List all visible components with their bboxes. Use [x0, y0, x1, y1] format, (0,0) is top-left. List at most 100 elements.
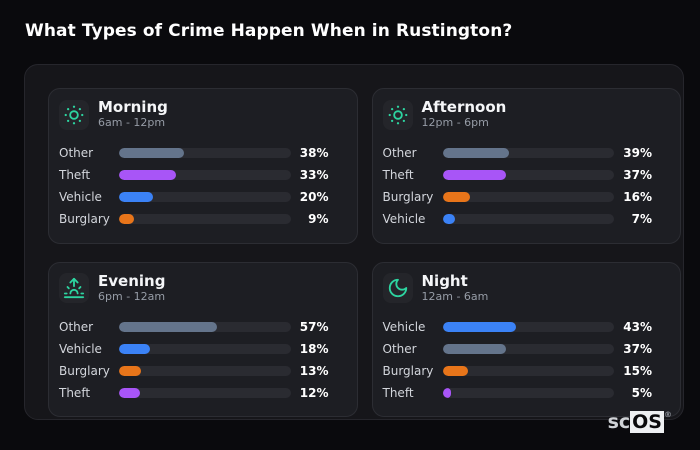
bar-track [119, 365, 291, 376]
category-label: Theft [382, 385, 414, 400]
sun-icon [59, 100, 89, 130]
bar-row: Burglary 13% [59, 360, 329, 382]
bar-row: Theft 33% [59, 164, 329, 186]
value-label: 37% [623, 341, 652, 356]
bar-row: Burglary 16% [383, 186, 653, 208]
value-label: 33% [299, 168, 329, 182]
bar-row: Vehicle 20% [59, 186, 329, 208]
panel-header: Night 12am - 6am [383, 271, 653, 304]
moon-icon [383, 273, 413, 303]
page-title: What Types of Crime Happen When in Rusti… [25, 21, 513, 41]
bar-row: Theft 12% [59, 382, 329, 404]
category-label: Burglary [59, 363, 110, 378]
bar-track [442, 170, 614, 180]
bar-fill [442, 148, 510, 158]
bar-fill [119, 343, 150, 354]
bar-fill [442, 321, 517, 332]
bar-track [119, 148, 291, 158]
registered-trademark-symbol: ® [664, 410, 672, 419]
bar-track [442, 321, 614, 332]
bar-fill [119, 214, 135, 224]
bar-row: Theft 5% [383, 382, 653, 404]
bar-row: Burglary 15% [383, 360, 653, 382]
panel-title: Evening [98, 271, 166, 290]
bar-fill [442, 214, 455, 224]
bar-fill [442, 192, 470, 202]
panel-title: Morning [98, 98, 168, 116]
bar-fill [119, 192, 154, 202]
time-panels-board: Morning 6am - 12pm Other 38% Theft 33% V… [24, 64, 684, 420]
panel-afternoon: Afternoon 12pm - 6pm Other 39% Theft 37%… [371, 88, 681, 244]
category-label: Other [382, 146, 417, 160]
bar-chart: Other 57% Vehicle 18% Burglary 13% Theft [59, 316, 329, 404]
value-label: 37% [623, 168, 652, 182]
panel-night: Night 12am - 6am Vehicle 43% Other 37% B… [371, 261, 681, 417]
value-label: 9% [308, 212, 329, 226]
value-label: 57% [299, 319, 329, 334]
category-label: Vehicle [59, 341, 102, 356]
bar-track [119, 214, 291, 224]
bar-row: Vehicle 18% [59, 338, 329, 360]
panel-header: Morning 6am - 12pm [59, 99, 329, 130]
logo-text-sc: sc [607, 411, 631, 433]
value-label: 38% [299, 146, 329, 160]
bar-fill [119, 321, 217, 332]
panel-title: Night [421, 271, 468, 290]
bar-row: Other 57% [59, 316, 329, 338]
scos-logo: sc OS ® [608, 410, 672, 434]
category-label: Vehicle [382, 319, 426, 334]
panel-subtitle: 12pm - 6pm [421, 116, 489, 129]
logo-text-os: OS [630, 411, 664, 433]
bar-track [119, 192, 291, 202]
bar-chart: Other 39% Theft 37% Burglary 16% Vehicle [383, 142, 653, 230]
value-label: 16% [623, 190, 652, 204]
bar-row: Vehicle 43% [383, 316, 653, 338]
value-label: 5% [631, 385, 652, 400]
bar-row: Other 37% [383, 338, 653, 360]
bar-track [442, 365, 614, 376]
bar-row: Burglary 9% [59, 208, 329, 230]
bar-track [442, 214, 614, 224]
panel-header: Afternoon 12pm - 6pm [383, 99, 653, 130]
bar-track [119, 387, 291, 398]
category-label: Burglary [382, 190, 434, 204]
bar-row: Vehicle 7% [383, 208, 653, 230]
bar-track [442, 387, 614, 398]
panel-morning: Morning 6am - 12pm Other 38% Theft 33% V… [48, 88, 358, 244]
panel-title: Afternoon [421, 98, 507, 116]
category-label: Burglary [59, 212, 110, 226]
bar-track [442, 192, 614, 202]
bar-chart: Other 38% Theft 33% Vehicle 20% Burglary [59, 142, 329, 230]
value-label: 18% [299, 341, 329, 356]
category-label: Theft [59, 168, 91, 182]
category-label: Vehicle [382, 212, 426, 226]
panel-subtitle: 12am - 6am [421, 289, 489, 303]
bar-fill [442, 343, 506, 354]
bar-track [119, 170, 291, 180]
panel-evening: Evening 6pm - 12am Other 57% Vehicle 18%… [48, 261, 358, 417]
bar-row: Other 38% [59, 142, 329, 164]
panel-subtitle: 6am - 12pm [98, 116, 166, 129]
category-label: Other [382, 341, 417, 356]
bar-row: Other 39% [383, 142, 653, 164]
bar-fill [119, 170, 176, 180]
bar-fill [442, 170, 506, 180]
category-label: Other [59, 319, 94, 334]
value-label: 20% [299, 190, 329, 204]
value-label: 12% [299, 385, 329, 400]
value-label: 39% [623, 146, 652, 160]
bar-chart: Vehicle 43% Other 37% Burglary 15% Theft [383, 316, 653, 404]
category-label: Theft [382, 168, 414, 182]
bar-track [442, 148, 614, 158]
value-label: 15% [623, 363, 652, 378]
bar-fill [119, 148, 185, 158]
category-label: Vehicle [59, 190, 102, 204]
category-label: Other [59, 146, 94, 160]
value-label: 43% [623, 319, 652, 334]
bar-fill [442, 387, 452, 398]
bar-fill [119, 387, 140, 398]
bar-fill [442, 365, 469, 376]
sunrise-icon [59, 273, 89, 303]
category-label: Burglary [382, 363, 434, 378]
